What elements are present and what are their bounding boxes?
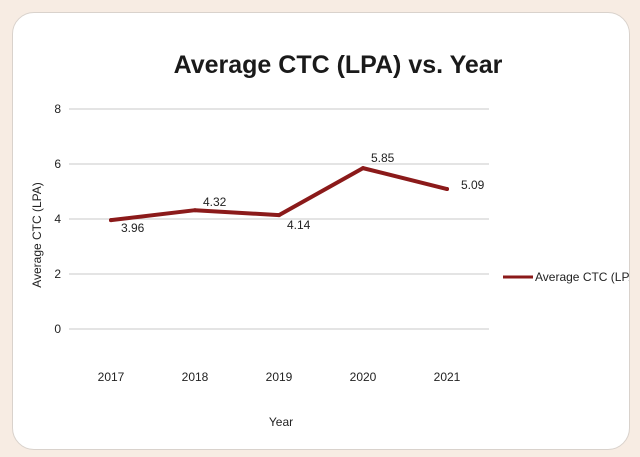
x-tick-label: 2020 bbox=[350, 370, 377, 384]
y-axis-label: Average CTC (LPA) bbox=[30, 182, 44, 288]
y-tick-label: 8 bbox=[54, 102, 61, 116]
y-tick-label: 2 bbox=[54, 267, 61, 281]
legend-label: Average CTC (LPA) bbox=[535, 270, 629, 284]
data-point bbox=[193, 208, 197, 213]
x-tick-label: 2018 bbox=[182, 370, 209, 384]
y-tick-label: 4 bbox=[54, 212, 61, 226]
gridlines bbox=[69, 108, 489, 330]
x-tick-labels: 2017 2018 2019 2020 2021 bbox=[98, 370, 461, 384]
x-tick-label: 2021 bbox=[434, 370, 461, 384]
y-tick-labels: 0 2 4 6 8 bbox=[54, 102, 61, 336]
legend: Average CTC (LPA) bbox=[503, 270, 629, 284]
data-point bbox=[109, 218, 113, 223]
data-point bbox=[361, 166, 365, 171]
data-label: 3.96 bbox=[121, 221, 145, 235]
data-label: 5.85 bbox=[371, 151, 395, 165]
chart-title: Average CTC (LPA) vs. Year bbox=[174, 51, 503, 79]
series-layer bbox=[109, 166, 449, 223]
data-point bbox=[277, 213, 281, 218]
series-line bbox=[109, 166, 449, 223]
x-axis-label: Year bbox=[269, 415, 293, 429]
data-labels: 3.96 4.32 4.14 5.85 5.09 bbox=[121, 151, 485, 235]
y-tick-label: 0 bbox=[54, 322, 61, 336]
x-tick-label: 2017 bbox=[98, 370, 125, 384]
data-label: 5.09 bbox=[461, 178, 485, 192]
data-label: 4.14 bbox=[287, 218, 311, 232]
y-tick-label: 6 bbox=[54, 157, 61, 171]
data-label: 4.32 bbox=[203, 195, 227, 209]
data-point bbox=[445, 187, 449, 192]
x-tick-label: 2019 bbox=[266, 370, 293, 384]
